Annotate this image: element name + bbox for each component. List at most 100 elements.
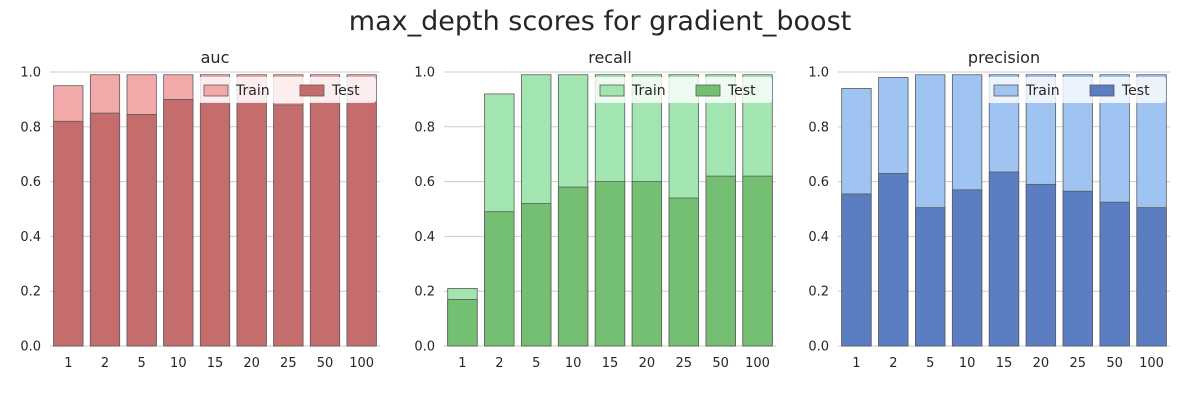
y-tick-label: 0.4 <box>808 230 829 245</box>
legend: Train Test <box>194 77 376 103</box>
x-tick-label: 2 <box>101 356 109 371</box>
x-tick-label: 10 <box>170 356 187 371</box>
bar-test-2 <box>484 211 515 347</box>
legend-box <box>984 77 1166 103</box>
legend-label-test: Test <box>1121 83 1150 99</box>
y-tick-label: 0.6 <box>20 175 41 190</box>
bar-test-2 <box>89 112 121 347</box>
x-tick-label: 50 <box>317 356 334 371</box>
y-tick-label: 0.8 <box>20 120 41 135</box>
panel-title: precision <box>968 48 1040 67</box>
bar-test-20 <box>631 181 663 347</box>
legend-label-test: Test <box>727 83 756 99</box>
x-tick-label: 100 <box>1139 356 1164 371</box>
bar-test-100 <box>1136 207 1167 347</box>
bar-test-20 <box>236 101 267 347</box>
x-tick-label: 1 <box>852 356 860 371</box>
x-tick-label: 50 <box>712 356 729 371</box>
x-tick-label: 10 <box>565 356 582 371</box>
x-tick-label: 10 <box>959 356 976 371</box>
legend-label-train: Train <box>235 83 270 99</box>
panel-title: auc <box>201 48 230 67</box>
x-tick-label: 5 <box>926 356 934 371</box>
legend-swatch-test <box>1089 84 1115 97</box>
y-tick-label: 0.6 <box>808 175 829 190</box>
bar-test-50 <box>1099 201 1130 347</box>
legend-box <box>590 77 772 103</box>
legend: Train Test <box>984 77 1166 103</box>
y-tick-label: 0.0 <box>20 340 41 355</box>
y-tick-label: 0.2 <box>414 285 435 300</box>
bar-test-100 <box>742 175 773 347</box>
bar-test-1 <box>841 193 872 347</box>
x-tick-label: 25 <box>676 356 693 371</box>
x-tick-label: 15 <box>996 356 1013 371</box>
y-tick-label: 0.0 <box>414 340 435 355</box>
y-tick-label: 1.0 <box>808 66 829 81</box>
y-tick-label: 0.8 <box>414 120 435 135</box>
bar-test-50 <box>705 175 736 347</box>
y-tick-label: 0.2 <box>808 285 829 300</box>
bar-test-15 <box>594 181 626 347</box>
x-tick-label: 25 <box>1070 356 1087 371</box>
y-tick-label: 0.6 <box>414 175 435 190</box>
panel-title: recall <box>588 48 632 67</box>
legend-box <box>194 77 376 103</box>
y-tick-label: 0.4 <box>414 230 435 245</box>
bar-test-50 <box>309 101 341 347</box>
legend-label-test: Test <box>331 83 360 99</box>
legend-swatch-train <box>203 84 229 97</box>
x-tick-label: 25 <box>280 356 297 371</box>
x-tick-label: 20 <box>1033 356 1050 371</box>
y-tick-label: 0.2 <box>20 285 41 300</box>
bar-test-10 <box>557 186 589 347</box>
x-tick-label: 15 <box>207 356 224 371</box>
bar-test-1 <box>447 299 478 347</box>
bar-test-100 <box>346 101 377 347</box>
bar-test-5 <box>126 114 157 347</box>
x-tick-label: 20 <box>243 356 260 371</box>
y-tick-label: 0.0 <box>808 340 829 355</box>
x-tick-label: 1 <box>64 356 72 371</box>
x-tick-label: 100 <box>349 356 374 371</box>
bar-test-25 <box>1062 190 1093 347</box>
y-tick-label: 1.0 <box>20 66 41 81</box>
legend-swatch-train <box>993 84 1019 97</box>
bar-test-5 <box>521 203 552 347</box>
y-tick-label: 1.0 <box>414 66 435 81</box>
y-tick-label: 0.8 <box>808 120 829 135</box>
bar-test-10 <box>951 189 983 347</box>
x-tick-label: 2 <box>889 356 897 371</box>
figure-title: max_depth scores for gradient_boost <box>349 6 851 37</box>
bar-test-25 <box>668 197 699 347</box>
legend-swatch-train <box>599 84 625 97</box>
bar-test-5 <box>915 207 946 347</box>
legend-label-train: Train <box>1025 83 1060 99</box>
legend-label-train: Train <box>631 83 666 99</box>
bar-test-15 <box>988 171 1020 347</box>
bar-test-25 <box>273 104 304 347</box>
bar-test-15 <box>199 101 231 347</box>
legend-swatch-test <box>695 84 721 97</box>
x-tick-label: 20 <box>639 356 656 371</box>
bar-test-10 <box>163 99 194 347</box>
x-tick-label: 2 <box>495 356 503 371</box>
bar-test-20 <box>1025 183 1057 347</box>
x-tick-label: 50 <box>1106 356 1123 371</box>
x-tick-label: 15 <box>602 356 619 371</box>
x-tick-label: 5 <box>138 356 146 371</box>
bar-test-2 <box>878 172 909 347</box>
x-tick-label: 100 <box>745 356 770 371</box>
bar-test-1 <box>53 120 84 347</box>
legend-swatch-test <box>299 84 325 97</box>
legend: Train Test <box>590 77 772 103</box>
x-tick-label: 1 <box>458 356 466 371</box>
x-tick-label: 5 <box>532 356 540 371</box>
y-tick-label: 0.4 <box>20 230 41 245</box>
